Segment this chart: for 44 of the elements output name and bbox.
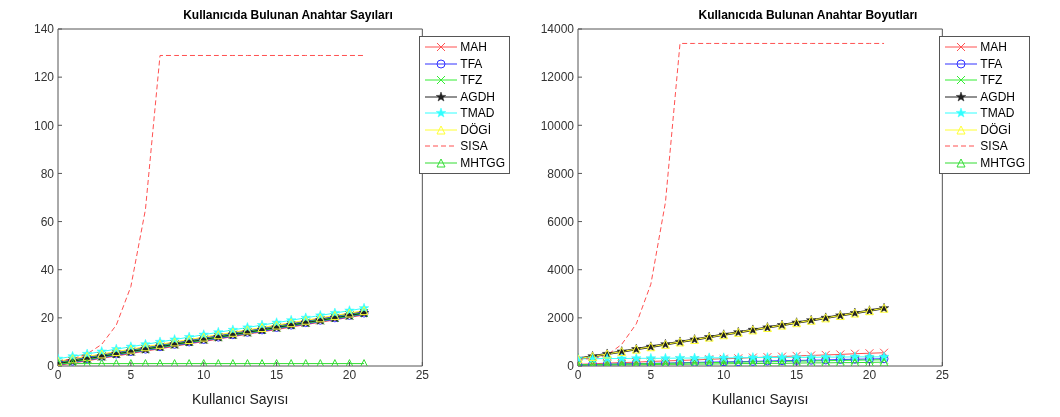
x-tick-label: 25 [415, 367, 430, 382]
x-tick-label: 5 [127, 367, 135, 382]
y-tick-label: 100 [33, 118, 55, 133]
y-tick-label: 10000 [540, 118, 575, 133]
y-tick-label: 6000 [547, 214, 575, 229]
y-tick-label: 2000 [547, 311, 575, 326]
y-tick-label: 140 [33, 22, 55, 37]
legend-label: AGDH [980, 89, 1015, 104]
legend-label: TFZ [460, 73, 483, 88]
x-tick-label: 10 [197, 367, 211, 382]
y-tick-label: 4000 [547, 262, 575, 277]
chart-title: Kullanıcıda Bulunan Anahtar Boyutları [697, 8, 919, 22]
x-tick-label: 20 [342, 367, 357, 382]
legend-label: MHTGG [980, 155, 1025, 170]
legend-label: TFZ [980, 73, 1003, 88]
legend-label: TFA [460, 56, 483, 71]
chart-title: Kullanıcıda Bulunan Anahtar Sayıları [182, 8, 394, 22]
y-tick-label: 8000 [547, 166, 575, 181]
legend-label: MAH [460, 40, 487, 55]
legend-label: MHTGG [460, 155, 505, 170]
legend-label: TFA [980, 56, 1003, 71]
y-tick-label: 12000 [540, 70, 575, 85]
y-tick-label: 60 [40, 214, 55, 229]
x-tick-label: 25 [935, 367, 950, 382]
x-tick-label: 15 [269, 367, 284, 382]
y-tick-label: 14000 [540, 22, 575, 37]
legend-label: DÖGİ [980, 122, 1011, 137]
y-tick-label: 80 [40, 166, 55, 181]
x-tick-label: 10 [717, 367, 731, 382]
x-tick-label: 5 [647, 367, 655, 382]
legend-label: TMAD [460, 106, 495, 121]
legend-label: AGDH [460, 89, 495, 104]
legend-label: DÖGİ [460, 122, 491, 137]
legend-label: TMAD [980, 106, 1015, 121]
x-axis-title: Kullanıcı Sayısı [711, 391, 809, 407]
legend-label: MAH [980, 40, 1007, 55]
x-tick-label: 20 [862, 367, 877, 382]
x-axis-title: Kullanıcı Sayısı [191, 391, 289, 407]
legend-label: SISA [980, 139, 1008, 154]
y-tick-label: 120 [33, 70, 55, 85]
x-tick-label: 15 [789, 367, 804, 382]
y-tick-label: 40 [40, 262, 55, 277]
y-tick-label: 20 [40, 311, 55, 326]
legend-label: SISA [460, 139, 488, 154]
